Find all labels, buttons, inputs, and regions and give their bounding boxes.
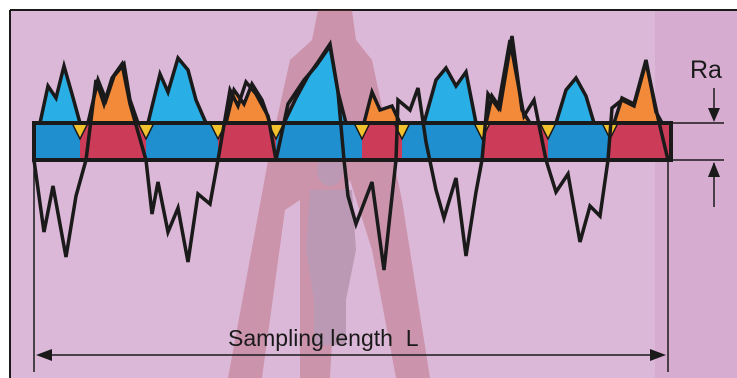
profile-peak-outline-7 — [422, 64, 478, 124]
profile-peak-outline-9 — [554, 74, 596, 124]
sampling-length-dimension: Sampling length L — [33, 162, 669, 372]
band-segment-4 — [218, 123, 276, 160]
profile-peak-8 — [486, 36, 530, 123]
watermark — [228, 10, 430, 378]
profile-peak-9 — [556, 78, 594, 123]
profile-peak-4 — [226, 84, 270, 123]
profile-peak-outline-6 — [362, 86, 402, 124]
watermark-figure-body — [306, 190, 356, 345]
band-segment-9 — [548, 123, 610, 160]
band-segment-8 — [482, 123, 548, 160]
ra-dimension: Ra — [671, 56, 724, 207]
mean-band-outline — [32, 121, 673, 162]
sampling-arrow-right — [650, 349, 666, 361]
watermark-seal — [228, 10, 430, 378]
band-segment-1 — [34, 123, 80, 160]
profile-peak-1 — [40, 66, 80, 123]
mean-line-band — [34, 122, 671, 160]
profile-peak-6 — [364, 92, 400, 123]
sampling-arrow-left — [36, 349, 52, 361]
ra-label: Ra — [690, 56, 722, 84]
band-segment-5 — [276, 123, 362, 160]
band-segment-3 — [146, 123, 218, 160]
ra-arrow-bottom — [708, 162, 720, 177]
ra-arrow-top — [708, 108, 720, 122]
profile-peak-3 — [148, 58, 206, 123]
profile-peak-outline-3 — [146, 54, 208, 124]
profile-peak-5 — [284, 44, 346, 123]
band-segment-7 — [402, 123, 482, 160]
roughness-profile-line — [32, 39, 670, 271]
sampling-length-label: Sampling length L — [228, 325, 419, 351]
profile-peak-outline-1 — [38, 59, 82, 124]
